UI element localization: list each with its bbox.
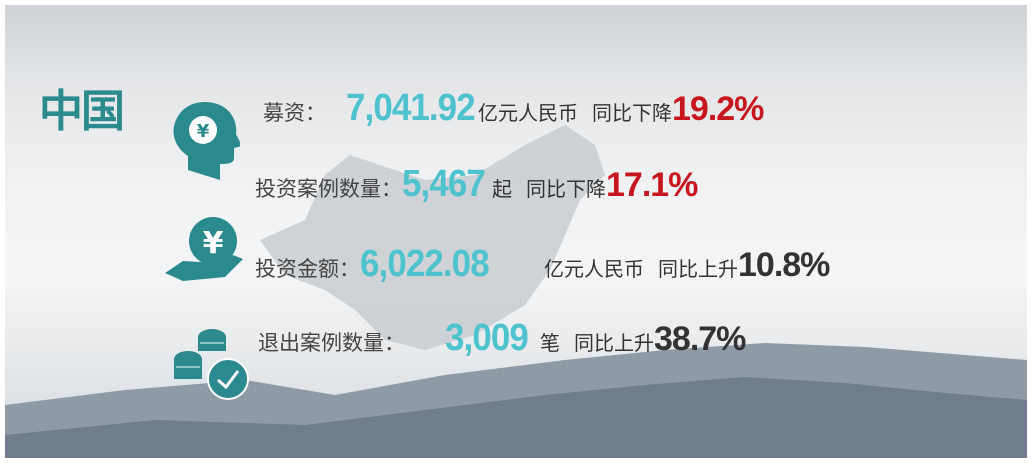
yoy-label: 同比下降 [592,101,672,125]
stat-label: 退出案例数量： [258,331,405,355]
svg-text:¥: ¥ [203,226,224,261]
yoy-label: 同比下降 [526,177,606,201]
page-title: 中国 [39,75,125,139]
stat-value: 6,022.08 [360,243,490,285]
stat-value: 3,009 [445,317,529,359]
stat-unit: 亿元人民币 [478,101,578,125]
yoy-value: 19.2% [672,90,764,128]
stat-unit: 亿元人民币 [544,257,644,281]
background-scene [5,125,1027,458]
coins-check-icon [174,329,249,400]
hand-yuan-icon: ¥ [165,217,243,281]
stat-unit: 起 [492,177,512,201]
head-yuan-icon: ¥ [173,102,240,180]
china-map-silhouette [260,125,605,350]
mountains-front [5,377,1027,458]
yoy-value: 17.1% [606,166,698,204]
yoy-value: 10.8% [738,246,830,284]
stat-row-investment-cases: 投资案例数量： 5,467 起 同比下降 17.1% [255,163,698,206]
stat-row-investment-amount: 投资金额： 6,022.08 亿元人民币 同比上升 10.8% [255,243,830,286]
stat-label: 投资金额： [255,257,360,281]
stat-row-fundraising: 募资： 7,041.92 亿元人民币 同比下降 19.2% [263,87,764,130]
stat-unit: 笔 [540,331,560,355]
stat-label: 投资案例数量： [255,177,402,201]
yoy-label: 同比上升 [574,331,654,355]
stat-value: 7,041.92 [346,87,476,129]
yoy-value: 38.7% [654,320,746,358]
stat-row-exit-cases: 退出案例数量： 3,009 笔 同比上升 38.7% [258,317,746,360]
stat-label: 募资： [263,101,326,125]
infographic: 中国 ¥ ¥ 募资： 7,041.92 亿元人民币 同比下降 19.2% 投资案… [5,5,1027,458]
title-text: 中国 [39,86,125,137]
yoy-label: 同比上升 [658,257,738,281]
stat-value: 5,467 [402,163,486,205]
svg-text:¥: ¥ [197,121,210,142]
